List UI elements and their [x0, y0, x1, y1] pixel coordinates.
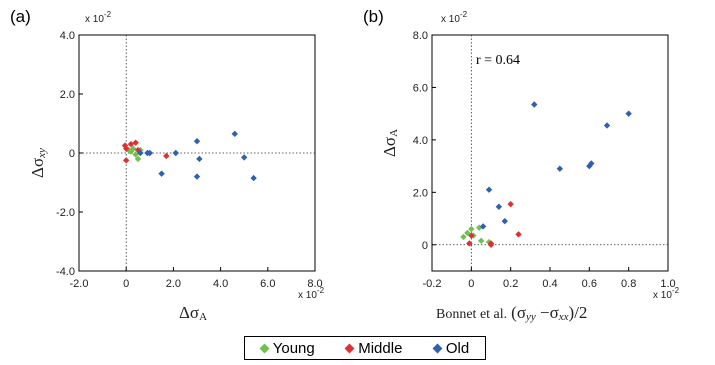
- panel-b: (b) x 10-2 -0.2 0 0.2 0.4 0.6 0.8 1.0 8.0 6.0 4.…: [363, 7, 680, 323]
- data-point-young: [477, 237, 485, 245]
- legend-label-middle: Middle: [358, 339, 403, 357]
- data-point-old: [196, 155, 203, 163]
- panel-b-x-multiplier: x 10-2: [653, 286, 680, 301]
- y-tick-label: 0: [69, 148, 75, 160]
- y-tick-label: 0: [422, 240, 428, 252]
- data-point-old: [193, 138, 201, 145]
- y-tick-label: 6.0: [413, 82, 428, 94]
- data-point-old: [241, 154, 248, 161]
- x-tick-label: 0.2: [503, 278, 518, 290]
- legend-marker-young: [259, 343, 270, 353]
- data-point-old: [586, 162, 593, 170]
- data-point-old: [495, 203, 503, 210]
- legend: Young Middle Old: [244, 336, 486, 360]
- data-point-old: [158, 170, 165, 177]
- x-tick-label: 0.8: [621, 278, 636, 290]
- data-point-middle: [123, 145, 130, 152]
- data-point-middle: [163, 152, 170, 160]
- y-tick-label: 2.0: [60, 89, 75, 101]
- data-point-young: [134, 155, 142, 163]
- data-point-middle: [466, 240, 473, 247]
- data-point-old: [625, 110, 632, 117]
- data-point-middle: [507, 200, 514, 208]
- data-point-old: [556, 165, 564, 172]
- data-point-middle: [123, 157, 130, 164]
- legend-marker-old: [432, 343, 443, 353]
- data-point-young: [468, 225, 475, 233]
- panel-a-y-multiplier: x 10-2: [85, 10, 112, 25]
- legend-item-middle: Middle: [344, 339, 403, 357]
- panel-a-y-label: Δσxy: [28, 148, 48, 178]
- data-point-old: [603, 122, 611, 129]
- panel-b-x-ticks: -0.2 0 0.2 0.4 0.6 0.8 1.0: [423, 267, 676, 290]
- data-point-middle: [515, 231, 522, 238]
- y-tick-label: -2.0: [56, 207, 75, 219]
- data-point-middle: [487, 241, 495, 248]
- data-point-old: [588, 160, 595, 167]
- data-point-old: [479, 223, 487, 230]
- legend-label-young: Young: [272, 339, 315, 357]
- panel-a-y-ticks: 4.0 2.0 0 -2.0 -4.0: [56, 30, 83, 278]
- panel-a-label: (a): [10, 7, 31, 26]
- y-tick-label: 4.0: [413, 135, 428, 147]
- data-point-middle: [121, 142, 129, 149]
- x-tick-label: 1.0: [660, 278, 675, 290]
- data-point-old: [193, 173, 201, 180]
- x-tick-label: -0.2: [423, 278, 442, 290]
- panel-a-x-multiplier: x 10-2: [298, 286, 325, 301]
- data-point-old: [531, 101, 538, 108]
- x-tick-label: 0.6: [582, 278, 597, 290]
- data-point-middle: [132, 139, 139, 146]
- panel-a: (a) x 10-2 -2.0 0 2.0 4.0 6.0 8.0 4.02.00-2.0…: [10, 7, 325, 323]
- y-tick-label: -4.0: [56, 266, 75, 278]
- data-point-old: [231, 130, 238, 138]
- panel-b-correlation-annotation: r = 0.64: [476, 53, 520, 68]
- data-point-middle: [468, 232, 475, 239]
- x-tick-label: 4.0: [213, 278, 228, 290]
- x-tick-label: 8.0: [307, 278, 322, 290]
- panel-a-points: [121, 130, 257, 182]
- panel-a-x-label: ΔσA: [179, 303, 207, 323]
- data-point-young: [460, 233, 467, 241]
- y-tick-label: 8.0: [413, 30, 428, 42]
- panel-b-x-label: Bonnet et al. (σyy −σxx)/2: [436, 303, 587, 323]
- legend-item-old: Old: [432, 339, 470, 357]
- data-point-old: [172, 149, 179, 157]
- data-point-young: [130, 145, 137, 152]
- panel-b-y-multiplier: x 10-2: [441, 10, 468, 25]
- data-point-middle: [127, 140, 135, 148]
- data-point-young: [464, 229, 471, 237]
- x-tick-label: 6.0: [260, 278, 275, 290]
- y-tick-label: 4.0: [60, 30, 75, 42]
- x-tick-label: 0: [123, 278, 129, 290]
- legend-item-young: Young: [259, 339, 315, 357]
- x-tick-label: 0: [468, 278, 474, 290]
- y-tick-label: 2.0: [413, 187, 428, 199]
- x-tick-label: -2.0: [70, 278, 89, 290]
- data-point-old: [250, 174, 257, 182]
- legend-label-old: Old: [445, 339, 470, 357]
- panel-b-y-ticks: 8.0 6.0 4.0 2.0 0: [413, 30, 436, 252]
- x-tick-label: 0.4: [542, 278, 557, 290]
- legend-marker-middle: [344, 343, 355, 353]
- data-point-old: [137, 149, 144, 157]
- panel-b-label: (b): [363, 7, 384, 26]
- data-point-old: [501, 217, 508, 225]
- x-tick-label: 2.0: [166, 278, 181, 290]
- panel-a-x-ticks: -2.0 0 2.0 4.0 6.0 8.0: [70, 267, 323, 290]
- data-point-young: [132, 151, 139, 158]
- data-point-old: [146, 149, 153, 157]
- panel-b-points: [460, 101, 632, 248]
- data-point-old: [485, 186, 493, 193]
- panel-b-y-label: ΔσA: [380, 129, 400, 157]
